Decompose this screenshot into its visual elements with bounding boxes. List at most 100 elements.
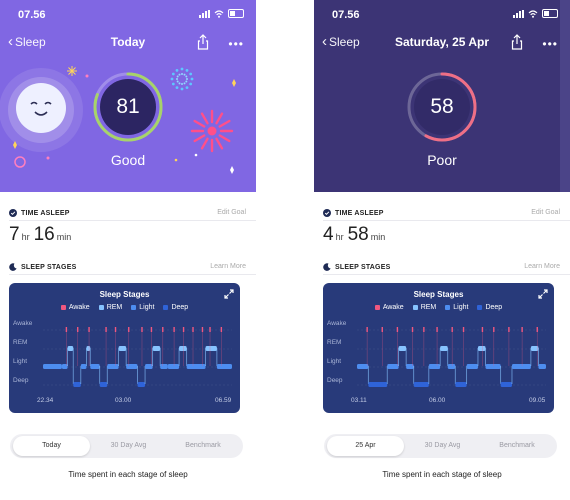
screen-saturday: 07.56 ‹ Sleep Saturday, 25 Apr ••• 58 Poo… bbox=[314, 0, 570, 500]
tab-day[interactable]: Today bbox=[13, 436, 90, 456]
more-icon[interactable]: ••• bbox=[228, 37, 244, 51]
score-hero: 07.56 ‹ Sleep Today ••• 81 Good bbox=[0, 0, 256, 192]
x-tick-end: 06.59 bbox=[215, 397, 232, 404]
sleep-stages-chart[interactable]: Sleep Stages Awake REM Light Deep Awake … bbox=[9, 283, 240, 413]
legend-item-deep: Deep bbox=[477, 304, 502, 311]
legend-swatch bbox=[163, 305, 169, 310]
awake-mark bbox=[88, 327, 90, 332]
firework-dot bbox=[183, 73, 186, 76]
firework-dot bbox=[186, 78, 188, 80]
legend-item-deep: Deep bbox=[163, 304, 188, 311]
tab-benchmark[interactable]: Benchmark bbox=[499, 442, 535, 449]
learn-more-link[interactable]: Learn More bbox=[524, 263, 560, 270]
signal-icon bbox=[513, 9, 524, 18]
legend-swatch bbox=[445, 305, 451, 310]
awake-mark bbox=[481, 327, 484, 332]
stage-bar bbox=[118, 346, 127, 351]
legend-swatch bbox=[374, 305, 380, 310]
y-label-rem: REM bbox=[13, 339, 28, 346]
minutes-unit: min bbox=[56, 232, 72, 242]
legend-item-awake: Awake bbox=[374, 304, 404, 311]
firework-core bbox=[207, 126, 217, 136]
learn-more-link[interactable]: Learn More bbox=[210, 263, 246, 270]
edit-goal-link[interactable]: Edit Goal bbox=[217, 209, 246, 216]
stage-bar bbox=[67, 346, 74, 351]
tab-30-day-avg[interactable]: 30 Day Avg bbox=[424, 442, 461, 449]
more-icon[interactable]: ••• bbox=[542, 37, 558, 51]
firework-dot bbox=[176, 78, 178, 80]
moon-eyes bbox=[30, 101, 52, 105]
edit-goal-link[interactable]: Edit Goal bbox=[531, 209, 560, 216]
sparkle-dot bbox=[194, 153, 198, 157]
legend-label: Deep bbox=[171, 304, 189, 311]
stage-bar bbox=[357, 364, 369, 369]
awake-mark bbox=[381, 327, 383, 332]
legend-label: Awake bbox=[68, 304, 90, 311]
stage-bar bbox=[145, 364, 153, 369]
time-asleep-heading: TIME ASLEEP bbox=[323, 207, 384, 219]
x-tick-start: 22.34 bbox=[37, 397, 54, 404]
awake-mark bbox=[462, 327, 465, 332]
ring-face bbox=[100, 79, 156, 135]
screen-today: 07.56 ‹ Sleep Today ••• 81 Good TIME ASLE… bbox=[0, 0, 256, 500]
firework-dot bbox=[170, 77, 174, 81]
chart-caption: Time spent in each stage of sleep bbox=[382, 470, 502, 479]
stage-bar bbox=[406, 364, 414, 369]
tab-day[interactable]: 25 Apr bbox=[327, 436, 404, 456]
awake-mark bbox=[182, 327, 185, 332]
back-button[interactable]: ‹ Sleep bbox=[322, 34, 360, 49]
battery-icon bbox=[542, 9, 558, 18]
legend-item-rem: REM bbox=[98, 304, 122, 311]
stage-bar bbox=[99, 382, 108, 387]
hypnogram bbox=[357, 327, 546, 387]
status-time: 07.56 bbox=[332, 9, 360, 21]
awake-mark bbox=[65, 327, 68, 332]
awake-mark bbox=[141, 327, 143, 332]
legend-item-light: Light bbox=[445, 304, 468, 311]
awake-mark bbox=[451, 327, 453, 332]
sleep-stages-heading: SLEEP STAGES bbox=[323, 261, 390, 273]
legend-label: Light bbox=[453, 304, 469, 311]
firework-ray bbox=[193, 119, 206, 128]
awake-mark bbox=[536, 327, 538, 332]
legend-label: Awake bbox=[382, 304, 404, 311]
sparkle-dot bbox=[174, 158, 178, 162]
stage-bar bbox=[90, 364, 100, 369]
expand-icon[interactable] bbox=[538, 289, 548, 299]
legend-item-rem: REM bbox=[412, 304, 436, 311]
awake-mark bbox=[209, 327, 211, 332]
y-label-light: Light bbox=[327, 358, 342, 365]
chart-legend: Awake REM Light Deep bbox=[9, 304, 240, 311]
sleep-stages-chart[interactable]: Sleep Stages Awake REM Light Deep Awake … bbox=[323, 283, 554, 413]
hours-value: 4 bbox=[323, 224, 334, 245]
expand-icon[interactable] bbox=[224, 289, 234, 299]
page-title: Saturday, 25 Apr bbox=[394, 35, 490, 49]
wifi-icon bbox=[214, 9, 224, 18]
chevron-left-icon: ‹ bbox=[8, 33, 13, 50]
firework-dot bbox=[178, 82, 181, 85]
nav-bar: ‹ Sleep Today ••• bbox=[0, 34, 256, 52]
minutes-value: 16 bbox=[33, 224, 55, 245]
awake-mark bbox=[508, 327, 510, 332]
stage-bar bbox=[538, 364, 546, 369]
sparkle-star bbox=[67, 66, 77, 76]
tab-benchmark[interactable]: Benchmark bbox=[185, 442, 221, 449]
firework-dot bbox=[185, 86, 189, 90]
stage-bar bbox=[107, 364, 119, 369]
awake-mark bbox=[173, 327, 175, 332]
y-label-rem: REM bbox=[327, 339, 342, 346]
share-icon[interactable] bbox=[196, 34, 210, 50]
firework-ray bbox=[218, 119, 231, 128]
firework-ray bbox=[215, 112, 224, 125]
awake-mark bbox=[521, 327, 523, 332]
status-icons bbox=[513, 9, 558, 18]
firework-dot bbox=[189, 72, 193, 76]
stage-bar bbox=[485, 364, 501, 369]
awake-mark bbox=[201, 327, 204, 332]
back-button[interactable]: ‹ Sleep bbox=[8, 33, 46, 50]
tab-30-day-avg[interactable]: 30 Day Avg bbox=[110, 442, 147, 449]
firework-dot bbox=[185, 80, 188, 83]
share-icon[interactable] bbox=[510, 34, 524, 50]
score-label: Poor bbox=[427, 152, 457, 168]
y-label-awake: Awake bbox=[13, 320, 33, 327]
